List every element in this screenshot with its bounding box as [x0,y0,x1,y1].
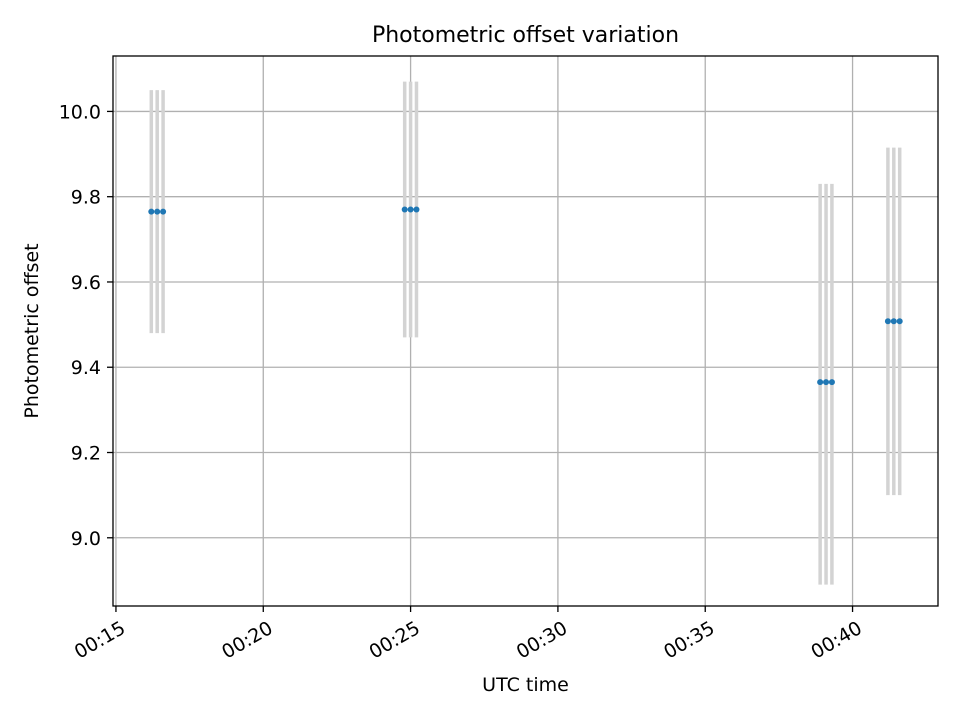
y-tick-label: 9.0 [71,528,101,550]
data-point [884,318,891,325]
x-axis-label: UTC time [482,674,569,696]
x-tick-label: 00:20 [218,617,276,663]
data-point [154,208,161,215]
y-tick-label: 9.6 [71,272,101,294]
data-point [407,206,414,213]
point-layer [148,206,903,386]
data-point [148,208,155,215]
plot-frame [112,55,939,607]
x-tick-label: 00:15 [71,617,129,663]
x-tick-label: 00:35 [660,617,718,663]
x-tick-label: 00:40 [807,617,865,663]
data-point [160,208,167,215]
x-axis-ticks: 00:15 00:20 00:25 00:30 00:35 00:40 [71,606,866,663]
y-tick-label: 9.2 [71,443,101,465]
data-point [413,206,420,213]
data-point [817,379,824,386]
data-point [896,318,903,325]
data-point [828,379,835,386]
data-point [823,379,830,386]
y-axis-label: Photometric offset [21,243,43,418]
grid-lines [113,56,938,606]
data-point [401,206,408,213]
x-tick-label: 00:25 [365,617,423,663]
chart-title: Photometric offset variation [372,23,679,48]
y-tick-label: 9.4 [71,357,101,379]
x-tick-label: 00:30 [513,617,571,663]
y-tick-label: 9.8 [71,187,101,209]
y-tick-label: 10.0 [59,101,101,123]
y-axis-ticks: 9.0 9.2 9.4 9.6 9.8 10.0 [59,101,113,550]
data-point [890,318,897,325]
